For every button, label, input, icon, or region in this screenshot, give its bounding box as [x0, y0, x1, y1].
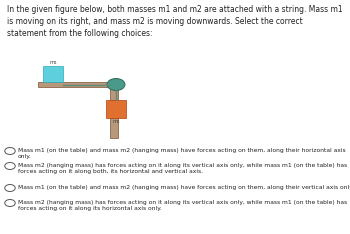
- Circle shape: [107, 78, 125, 91]
- Text: m₂: m₂: [112, 119, 120, 124]
- FancyBboxPatch shape: [106, 100, 126, 118]
- FancyBboxPatch shape: [38, 82, 118, 87]
- Text: In the given figure below, both masses m1 and m2 are attached with a string. Mas: In the given figure below, both masses m…: [7, 5, 343, 38]
- Text: Mass m2 (hanging mass) has forces acting on it along its vertical axis only, whi: Mass m2 (hanging mass) has forces acting…: [18, 200, 347, 211]
- Text: Mass m1 (on the table) and mass m2 (hanging mass) have forces acting on them, al: Mass m1 (on the table) and mass m2 (hang…: [18, 148, 346, 159]
- Text: Mass m2 (hanging mass) has forces acting on it along its vertical axis only, whi: Mass m2 (hanging mass) has forces acting…: [18, 163, 347, 174]
- FancyBboxPatch shape: [110, 87, 118, 138]
- Text: m₁: m₁: [49, 60, 57, 65]
- FancyBboxPatch shape: [43, 66, 63, 82]
- Text: Mass m1 (on the table) and mass m2 (hanging mass) have forces acting on them, al: Mass m1 (on the table) and mass m2 (hang…: [18, 185, 350, 190]
